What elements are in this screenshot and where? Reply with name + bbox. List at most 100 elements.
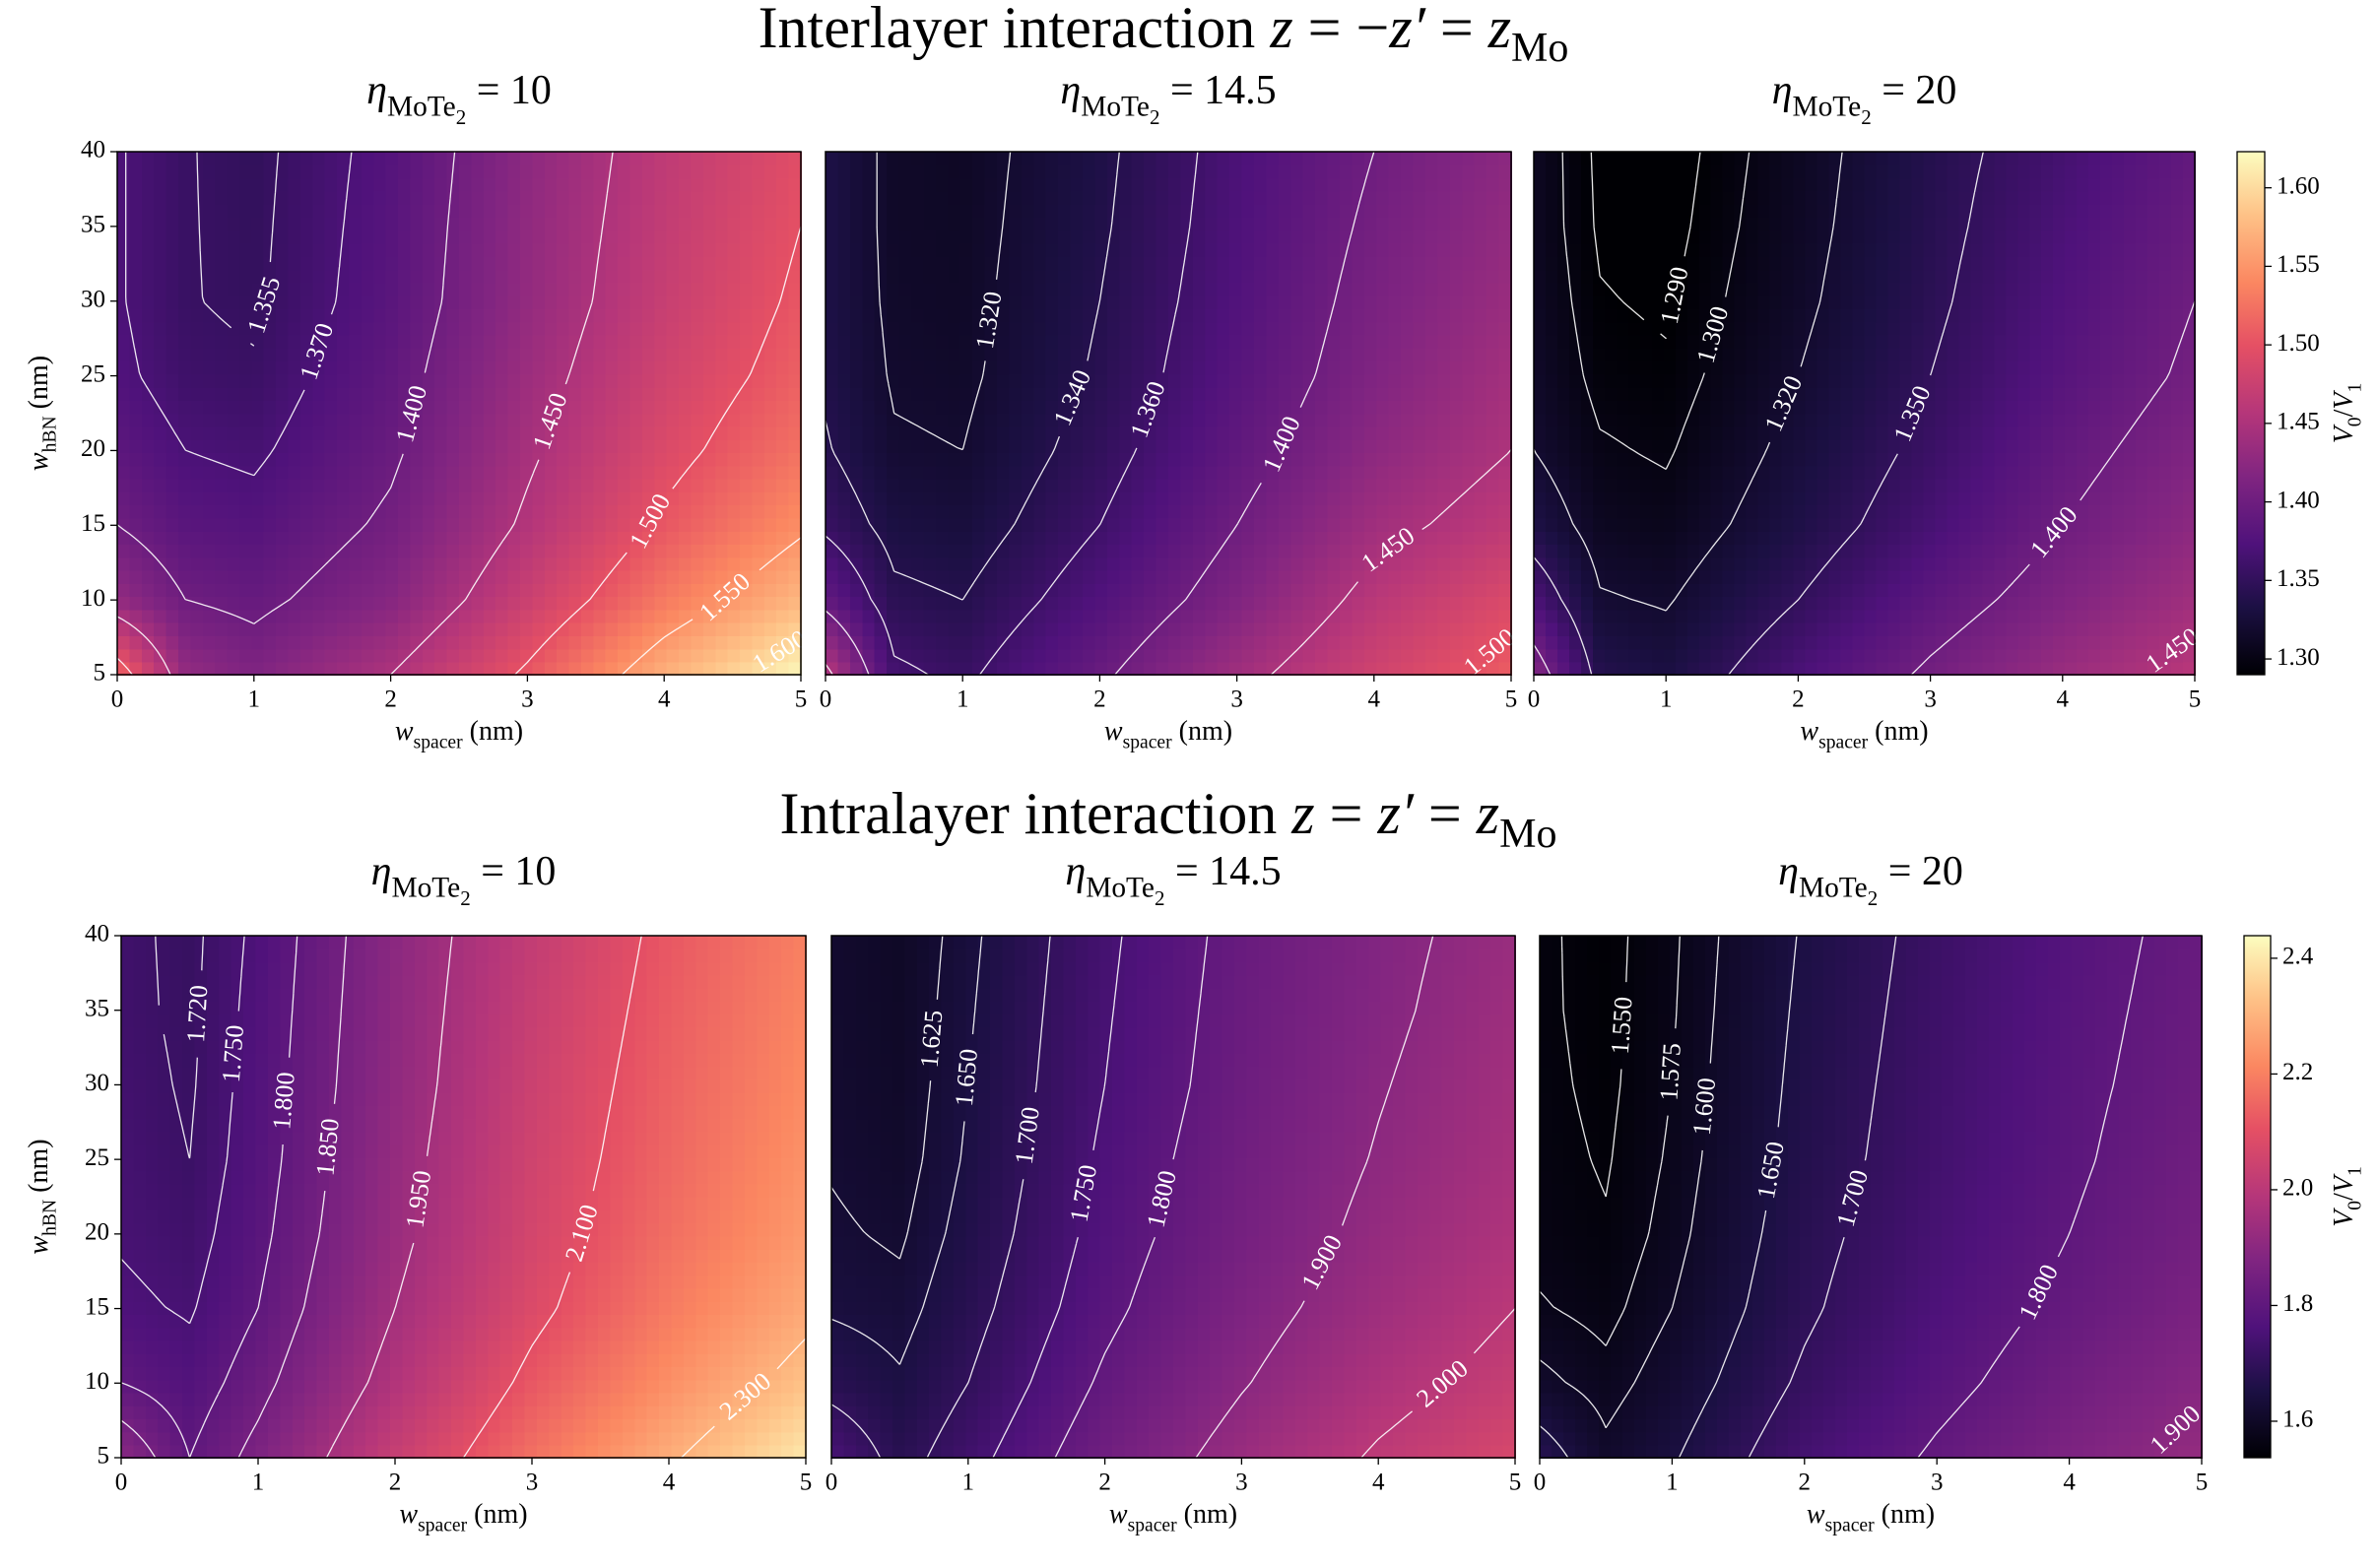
heat-cell: [654, 373, 668, 388]
heat-cell: [1425, 229, 1439, 244]
heat-cell: [862, 386, 876, 402]
heat-cell: [618, 621, 631, 636]
heat-cell: [410, 439, 424, 454]
heat-cell: [1045, 569, 1059, 584]
heat-cell: [299, 152, 314, 166]
heat-cell: [691, 413, 704, 427]
heat-cell: [251, 530, 265, 546]
heat-cell: [263, 269, 277, 284]
heat-cell: [349, 152, 363, 166]
heat-cell: [154, 282, 167, 296]
heat-cell: [288, 504, 301, 519]
heat-cell: [1425, 334, 1439, 349]
heat-cell: [373, 295, 387, 310]
heat-cell: [557, 569, 570, 584]
heat-cell: [715, 517, 729, 532]
heat-cell: [1401, 465, 1415, 480]
heat-cell: [532, 504, 546, 519]
heat-cell: [1486, 439, 1500, 454]
heat-cell: [715, 621, 729, 636]
heat-cell: [740, 348, 754, 362]
heat-cell: [1352, 425, 1365, 440]
heat-cell: [177, 321, 192, 336]
heat-cell: [398, 661, 412, 676]
heat-cell: [544, 256, 558, 271]
heat-cell: [1568, 152, 1582, 166]
heat-cell: [1180, 177, 1194, 192]
heat-cell: [385, 596, 399, 611]
heat-cell: [141, 204, 155, 219]
heat-cell: [385, 152, 399, 166]
heat-cell: [557, 413, 570, 427]
heat-cell: [763, 282, 778, 296]
heat-cell: [666, 596, 680, 611]
heat-cell: [1592, 386, 1606, 402]
heat-cell: [373, 348, 387, 362]
heat-cell: [263, 360, 277, 375]
heat-cell: [887, 321, 900, 336]
heat-cell: [826, 256, 839, 271]
heat-cell: [446, 621, 460, 636]
heat-cell: [251, 190, 265, 205]
heat-cell: [898, 321, 912, 336]
heat-cell: [532, 544, 546, 558]
heat-cell: [1437, 661, 1451, 676]
x-tick-label: 4: [1368, 686, 1381, 713]
heat-cell: [1545, 190, 1558, 205]
heat-cell: [715, 295, 729, 310]
heat-cell: [911, 177, 925, 192]
heat-cell: [1241, 635, 1255, 650]
heat-cell: [1616, 360, 1629, 375]
heat-cell: [154, 334, 167, 349]
heat-cell: [288, 217, 301, 231]
heat-cell: [1352, 517, 1365, 532]
heat-cell: [507, 465, 521, 480]
heat-cell: [763, 465, 778, 480]
heat-cell: [1352, 465, 1365, 480]
heat-cell: [459, 295, 473, 310]
heat-cell: [1229, 348, 1243, 362]
heat-cell: [1290, 609, 1304, 623]
heat-cell: [1327, 373, 1341, 388]
heat-cell: [580, 334, 595, 349]
heat-cell: [263, 229, 277, 244]
heat-cell: [385, 282, 399, 296]
heat-cell: [1449, 282, 1464, 296]
heat-cell: [361, 217, 375, 231]
heat-cell: [1254, 635, 1268, 650]
heat-cell: [1534, 321, 1547, 336]
heat-cell: [373, 425, 387, 440]
heat-cell: [1106, 152, 1121, 166]
heat-cell: [849, 334, 864, 349]
heat-cell: [385, 242, 399, 257]
heat-cell: [1627, 373, 1641, 388]
heat-cell: [1401, 609, 1415, 623]
heat-cell: [1437, 295, 1451, 310]
heat-cell: [849, 282, 864, 296]
heat-cell: [826, 648, 839, 663]
heat-cell: [1437, 164, 1451, 179]
heat-cell: [471, 583, 485, 598]
heat-cell: [959, 242, 973, 257]
text-part: Mo: [1511, 26, 1568, 71]
heat-cell: [1376, 295, 1390, 310]
heat-cell: [557, 596, 570, 611]
heat-cell: [1119, 648, 1133, 663]
heat-cell: [1604, 491, 1618, 506]
heat-cell: [373, 308, 387, 323]
heat-cell: [1106, 360, 1121, 375]
heat-cell: [532, 229, 546, 244]
heat-cell: [324, 282, 338, 296]
heat-cell: [972, 491, 986, 506]
heat-cell: [251, 308, 265, 323]
heat-cell: [1131, 269, 1145, 284]
heat-cell: [849, 465, 864, 480]
heat-cell: [1192, 386, 1207, 402]
heat-cell: [1009, 478, 1023, 492]
heat-cell: [1009, 583, 1023, 598]
heat-cell: [654, 544, 668, 558]
heat-cell: [349, 517, 363, 532]
heat-cell: [1106, 491, 1121, 506]
heat-cell: [398, 465, 412, 480]
heat-cell: [1033, 229, 1047, 244]
